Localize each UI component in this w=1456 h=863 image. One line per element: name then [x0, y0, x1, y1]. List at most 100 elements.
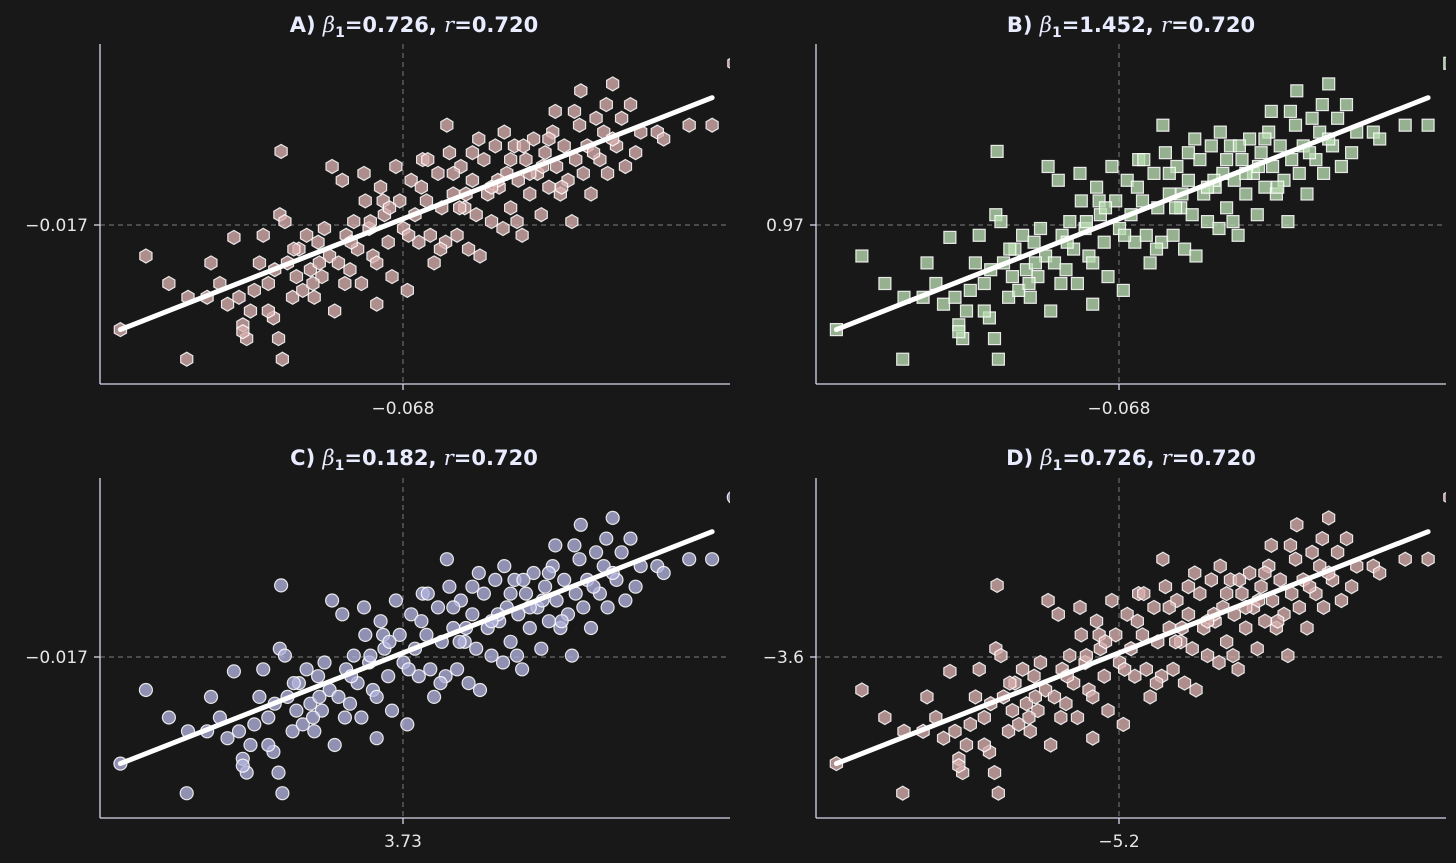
panel-b-point	[1421, 118, 1435, 132]
panel-a-point	[358, 193, 372, 209]
panel-b-point	[987, 332, 1002, 346]
panel-b-points	[829, 56, 1446, 366]
panel-d-point	[1281, 647, 1295, 664]
panel-b-point	[1250, 208, 1264, 222]
panel-d-point	[1181, 606, 1196, 622]
panel-a-point	[623, 96, 638, 113]
panel-a-point	[433, 241, 448, 257]
panel-b-point	[1147, 166, 1161, 180]
panel-c-point	[541, 614, 557, 629]
panel-c-point	[235, 758, 250, 773]
panel-a-point	[299, 227, 314, 243]
panel-d-point	[1204, 572, 1218, 588]
panel-d-point	[1177, 675, 1192, 691]
panel-d-point	[1189, 682, 1203, 698]
panel-b-point	[1344, 146, 1359, 160]
panel-b-point	[1231, 228, 1245, 242]
panel-b-point	[1098, 201, 1113, 215]
panel-a-point	[271, 330, 286, 347]
panel-c-point	[541, 565, 557, 581]
panel-b-point	[1226, 215, 1240, 229]
panel-d-point	[1027, 668, 1041, 684]
panel-a-point	[312, 255, 326, 271]
panel-c-point	[161, 710, 176, 725]
panel-c-point	[599, 531, 614, 546]
panel-a-point	[629, 145, 643, 161]
panel-d-point	[1139, 661, 1153, 677]
panel-c-point	[285, 724, 300, 739]
panel-d-point	[1023, 723, 1037, 739]
panel-a-point	[519, 151, 533, 168]
panel-d-point	[1074, 627, 1088, 643]
panel-d-point	[1232, 572, 1247, 588]
panel-b-point	[1073, 166, 1087, 180]
panel-b-point	[943, 230, 957, 244]
panel-b-point	[1316, 166, 1331, 180]
panel-d-point	[1086, 689, 1100, 705]
panel-c-point	[534, 641, 549, 656]
panel-c-point	[469, 641, 484, 656]
panel-a-point	[657, 131, 671, 147]
panel-a-point	[331, 255, 346, 271]
panel-a-point	[317, 220, 332, 237]
panel-c-point	[400, 717, 415, 732]
panel-c-point	[335, 607, 350, 622]
panel-c-point	[220, 731, 235, 746]
panel-c-point	[384, 703, 400, 718]
panel-a-point	[311, 234, 325, 250]
panel-d-point	[1118, 661, 1132, 677]
panel-d-point	[1156, 551, 1170, 567]
panel-b-point	[1188, 132, 1202, 146]
panel-a-point	[526, 131, 541, 147]
panel-b-point	[1264, 104, 1278, 119]
panel-c-point	[433, 675, 448, 691]
panel-c: C) β1=0.182, r=0.720 −0.017 3.73	[25, 446, 730, 852]
panel-d-point	[1073, 599, 1087, 616]
panel-c-point	[388, 593, 403, 608]
panel-c-point	[600, 600, 615, 615]
panel-b: B) β1=1.452, r=0.720 0.97 −0.068	[766, 13, 1446, 419]
panel-a-point	[453, 200, 467, 216]
panel-a-point	[287, 241, 301, 257]
panel-c-x-tick-label: 3.73	[384, 832, 422, 852]
panel-c-point	[423, 662, 438, 677]
panel-a-point	[472, 131, 486, 147]
panel-b-point	[963, 283, 977, 297]
panel-d-point	[1213, 558, 1227, 574]
panel-c-point	[704, 552, 720, 567]
panel-b-point	[1101, 270, 1115, 284]
panel-d-point	[1288, 551, 1303, 567]
panel-d-point	[1305, 544, 1319, 560]
panel-a-point	[565, 213, 579, 230]
panel-c-point	[488, 572, 503, 588]
panel-c-point	[247, 717, 262, 732]
panel-c-point	[401, 662, 416, 677]
panel-a-point	[393, 193, 407, 209]
panel-c-point	[588, 545, 604, 560]
panel-d-point	[878, 709, 892, 726]
panel-b-point	[1193, 153, 1207, 167]
panel-a-point	[572, 117, 587, 133]
panel-a-fit-line	[117, 95, 715, 333]
panel-d-point	[1290, 517, 1304, 533]
panel-a-point	[567, 103, 582, 120]
panel-c-point	[614, 545, 629, 560]
panel-b-point	[1166, 228, 1180, 242]
panel-b-point	[977, 276, 991, 291]
panel-b-point	[1443, 56, 1446, 70]
panel-b-point	[952, 325, 966, 339]
panel-b-point	[1117, 228, 1132, 242]
panel-c-point	[243, 737, 258, 753]
panel-c-point	[497, 558, 512, 574]
panel-d-point	[1254, 579, 1268, 595]
panel-a-point	[473, 248, 487, 264]
panel-a-point	[261, 275, 275, 292]
panel-c-point	[461, 675, 476, 691]
panel-b-point	[1258, 132, 1272, 146]
panel-d-point	[1373, 565, 1387, 581]
panel-a-point	[599, 96, 613, 113]
panel-b-point	[1334, 159, 1349, 174]
panel-d-point	[1063, 647, 1077, 664]
panel-c-point	[317, 655, 332, 670]
panel-d-point	[1098, 634, 1113, 650]
